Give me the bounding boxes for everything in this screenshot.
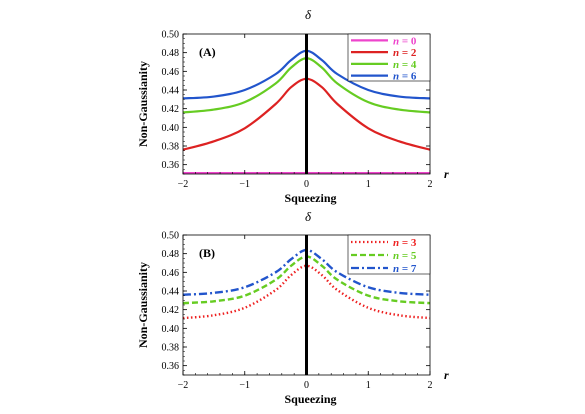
legend-n-symbol: n [393, 47, 399, 59]
chart-panel-1: δ −2 −1 0 1 2 0.36 0.38 0.40 0.42 0.44 0.46 0.48 0.50… [136, 7, 449, 205]
x-tick-label: 2 [428, 179, 433, 190]
legend-entry-label: n = 5 [393, 250, 417, 262]
legend-n-symbol: n [393, 250, 399, 262]
panel-label: (B) [199, 246, 215, 260]
y-tick-label: 0.42 [162, 305, 180, 316]
legend-n-value: = 5 [399, 250, 417, 262]
x-tick-label: −2 [178, 179, 189, 190]
legend: n = 3n = 5n = 7 [347, 234, 431, 275]
y-tick-label: 0.48 [162, 249, 180, 260]
y-tick-label: 0.38 [162, 142, 180, 153]
x-tick-label: 0 [304, 380, 309, 391]
y-tick-label: 0.40 [162, 123, 180, 134]
legend-entry-label: n = 3 [393, 237, 417, 249]
chart-panel-2: δ −2 −1 0 1 2 0.36 0.38 0.40 0.42 0.44 0.46 0.48 0.50… [136, 209, 449, 406]
y-tick-label: 0.42 [162, 104, 180, 115]
x-tick-label: 2 [428, 380, 433, 391]
y-tick-label: 0.38 [162, 343, 180, 354]
legend-n-symbol: n [393, 263, 399, 275]
x-axis-label: Squeezing [284, 191, 336, 205]
legend-entry-label: n = 4 [393, 59, 417, 71]
x-variable-label: r [444, 167, 449, 181]
legend-n-value: = 4 [399, 59, 417, 71]
legend-n-value: = 0 [399, 35, 417, 47]
x-tick-label: 1 [366, 380, 371, 391]
y-tick-label: 0.50 [162, 231, 180, 242]
legend: n = 0n = 2n = 4n = 6 [347, 33, 431, 83]
x-tick-label: −2 [178, 380, 189, 391]
legend-n-value: = 6 [399, 71, 417, 83]
legend-box [347, 33, 431, 82]
legend-n-symbol: n [393, 35, 399, 47]
x-tick-label: −1 [239, 179, 250, 190]
x-tick-label: −1 [239, 380, 250, 391]
y-tick-label: 0.50 [162, 30, 180, 41]
y-tick-label: 0.46 [162, 67, 180, 78]
legend-n-symbol: n [393, 237, 399, 249]
y-tick-label: 0.46 [162, 268, 180, 279]
legend-entry-label: n = 7 [393, 263, 417, 275]
chart-title: δ [305, 7, 312, 22]
legend-entry-label: n = 0 [393, 35, 417, 47]
y-axis-label: Non-Gaussianity [136, 262, 150, 348]
x-variable-label: r [444, 368, 449, 382]
legend-entry-label: n = 2 [393, 47, 417, 59]
y-axis-label: Non-Gaussianity [136, 61, 150, 147]
x-axis-label: Squeezing [284, 392, 336, 406]
series-line-n3 [183, 264, 430, 320]
chart-title: δ [305, 209, 312, 224]
legend-n-value: = 7 [399, 263, 417, 275]
y-tick-label: 0.40 [162, 324, 180, 335]
legend-n-value: = 2 [399, 47, 417, 59]
y-tick-label: 0.44 [162, 86, 180, 97]
panel-label: (A) [199, 45, 216, 59]
legend-n-symbol: n [393, 59, 399, 71]
legend-n-value: = 3 [399, 237, 417, 249]
y-tick-label: 0.44 [162, 287, 180, 298]
x-tick-label: 1 [366, 179, 371, 190]
y-tick-label: 0.36 [162, 160, 180, 171]
y-tick-label: 0.48 [162, 48, 180, 59]
legend-entry-label: n = 6 [393, 71, 417, 83]
legend-n-symbol: n [393, 71, 399, 83]
x-tick-label: 0 [304, 179, 309, 190]
y-tick-label: 0.36 [162, 361, 180, 372]
